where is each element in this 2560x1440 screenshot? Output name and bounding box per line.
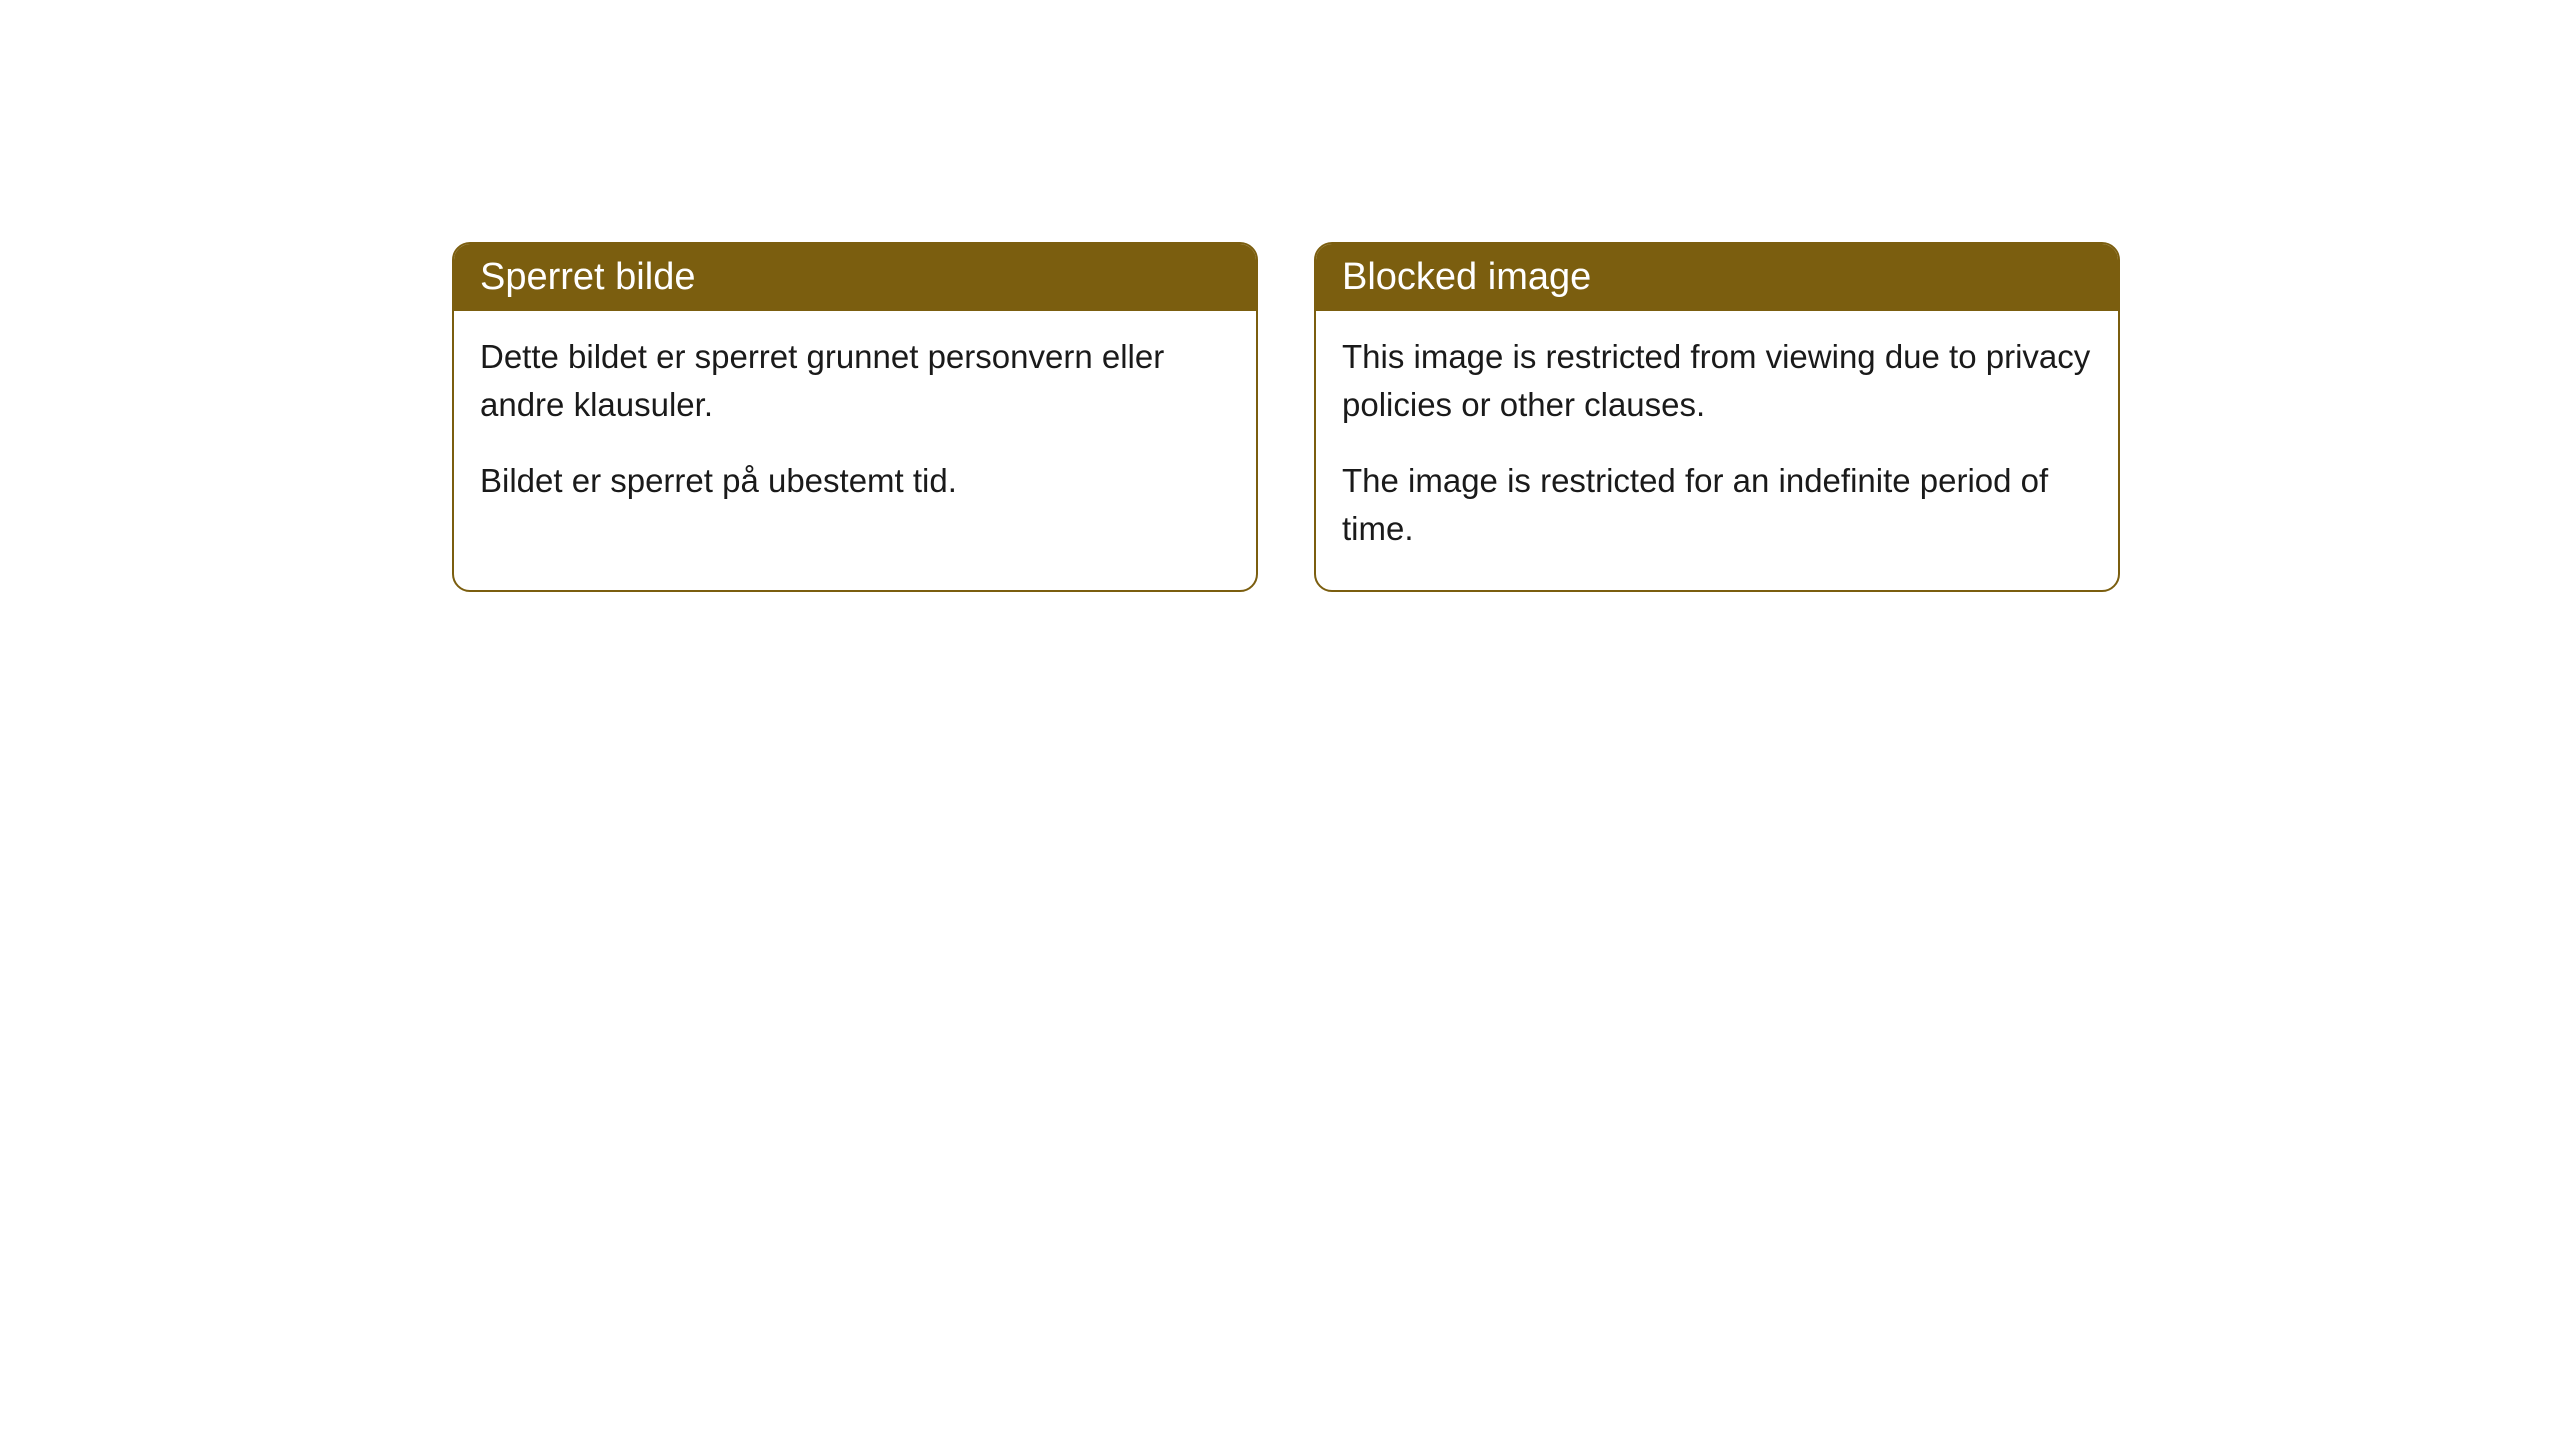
notice-card-english: Blocked image This image is restricted f… [1314,242,2120,592]
card-body: Dette bildet er sperret grunnet personve… [454,311,1256,543]
card-paragraph: Bildet er sperret på ubestemt tid. [480,457,1230,505]
notice-card-norwegian: Sperret bilde Dette bildet er sperret gr… [452,242,1258,592]
card-title: Sperret bilde [480,256,695,298]
card-body: This image is restricted from viewing du… [1316,311,2118,590]
card-paragraph: The image is restricted for an indefinit… [1342,457,2092,553]
card-header: Blocked image [1316,244,2118,311]
card-paragraph: This image is restricted from viewing du… [1342,333,2092,429]
card-title: Blocked image [1342,256,1591,298]
card-header: Sperret bilde [454,244,1256,311]
notice-cards-container: Sperret bilde Dette bildet er sperret gr… [452,242,2120,592]
card-paragraph: Dette bildet er sperret grunnet personve… [480,333,1230,429]
